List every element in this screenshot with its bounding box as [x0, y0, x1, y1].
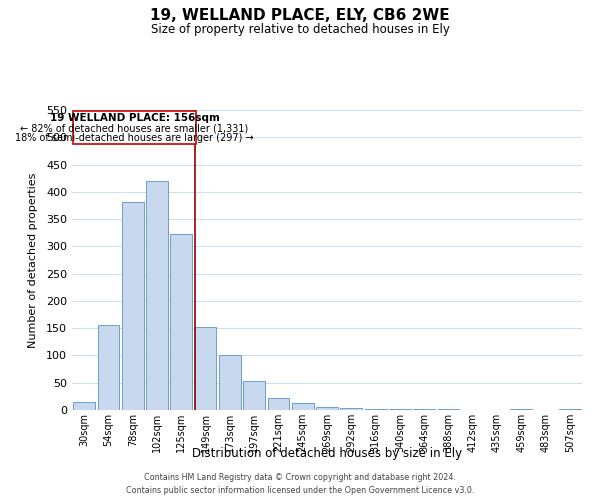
Text: 19 WELLAND PLACE: 156sqm: 19 WELLAND PLACE: 156sqm: [50, 114, 220, 124]
Bar: [73, 111, 196, 144]
Bar: [122, 202, 143, 410]
Bar: [219, 356, 241, 410]
Y-axis label: Number of detached properties: Number of detached properties: [28, 172, 38, 348]
Bar: [340, 408, 362, 410]
Bar: [73, 402, 95, 410]
Bar: [316, 408, 338, 410]
Bar: [97, 326, 119, 410]
Text: 18% of semi-detached houses are larger (297) →: 18% of semi-detached houses are larger (…: [15, 133, 254, 143]
Bar: [243, 380, 265, 410]
Bar: [292, 403, 314, 410]
Text: Size of property relative to detached houses in Ely: Size of property relative to detached ho…: [151, 22, 449, 36]
Text: Distribution of detached houses by size in Ely: Distribution of detached houses by size …: [192, 448, 462, 460]
Bar: [194, 326, 217, 410]
Bar: [146, 181, 168, 410]
Text: ← 82% of detached houses are smaller (1,331): ← 82% of detached houses are smaller (1,…: [20, 123, 248, 133]
Text: 19, WELLAND PLACE, ELY, CB6 2WE: 19, WELLAND PLACE, ELY, CB6 2WE: [150, 8, 450, 22]
Bar: [268, 398, 289, 410]
Bar: [365, 409, 386, 410]
Bar: [170, 234, 192, 410]
Text: Contains HM Land Registry data © Crown copyright and database right 2024.
Contai: Contains HM Land Registry data © Crown c…: [126, 474, 474, 495]
